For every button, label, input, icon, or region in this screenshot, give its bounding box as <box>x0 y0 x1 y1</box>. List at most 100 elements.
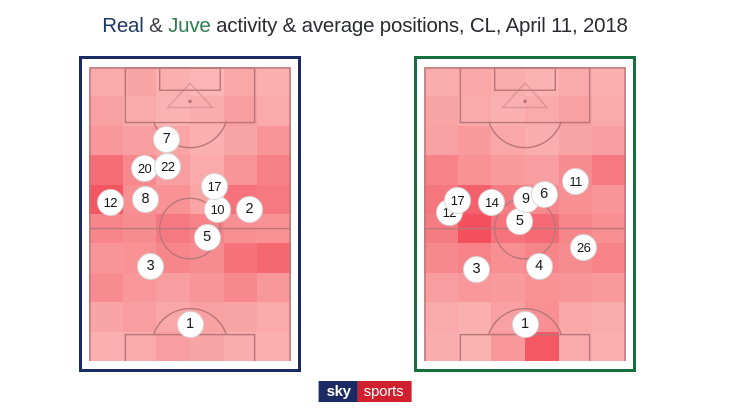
heat-cell <box>122 96 157 126</box>
heat-cell <box>223 302 258 332</box>
title-team-juve: Juve <box>168 14 211 37</box>
heat-cell <box>457 331 492 361</box>
heat-cell <box>558 125 593 156</box>
player-marker-22: 22 <box>154 153 182 181</box>
heat-cell <box>89 213 123 244</box>
heat-cell <box>457 213 492 244</box>
player-marker-1: 1 <box>511 310 539 338</box>
heat-cell <box>424 96 458 126</box>
heat-cell <box>223 96 258 126</box>
pitch-real: 1 3 5 2 10 12 8 17 20 22 7 <box>89 67 291 361</box>
heat-cell <box>223 67 258 97</box>
pitch-juve: 1 3 4 26 5 12 17 14 9 6 11 <box>424 67 626 361</box>
heat-cell <box>491 272 525 303</box>
player-marker-17: 17 <box>200 172 228 200</box>
heat-cell <box>223 243 258 273</box>
player-marker-2: 2 <box>236 196 264 224</box>
player-marker-1: 1 <box>176 310 204 338</box>
pitch-panel-real: 1 3 5 2 10 12 8 17 20 22 7 <box>79 56 301 372</box>
heat-cell <box>491 243 525 273</box>
heat-cell <box>424 331 458 361</box>
heat-cell <box>491 67 525 97</box>
heat-cell <box>558 272 593 303</box>
heat-cell <box>89 302 123 332</box>
player-marker-12: 12 <box>96 188 124 216</box>
heat-cell <box>156 213 190 244</box>
player-marker-14: 14 <box>478 188 506 216</box>
heat-cell <box>525 96 559 126</box>
heat-cell <box>424 67 458 97</box>
heat-cell <box>89 243 123 273</box>
heat-cell <box>257 125 291 156</box>
heat-cell <box>592 243 626 273</box>
heat-cell <box>257 302 291 332</box>
heat-cell <box>257 155 291 185</box>
heat-cell <box>525 155 559 185</box>
pitch-panel-juve: 1 3 4 26 5 12 17 14 9 6 11 <box>414 56 636 372</box>
player-marker-7: 7 <box>153 125 181 153</box>
heat-cell <box>424 155 458 185</box>
heat-cell <box>257 213 291 244</box>
heat-cell <box>558 67 593 97</box>
heat-cell <box>156 67 190 97</box>
player-marker-26: 26 <box>570 234 598 262</box>
heat-cell <box>257 331 291 361</box>
sky-sports-logo: sky sports <box>318 381 412 402</box>
heat-cell <box>491 96 525 126</box>
player-marker-3: 3 <box>463 256 491 284</box>
heat-cell <box>122 125 157 156</box>
heat-cell <box>424 272 458 303</box>
heat-cell <box>122 302 157 332</box>
heat-cell <box>89 96 123 126</box>
heat-cell <box>190 96 224 126</box>
heat-cell <box>558 302 593 332</box>
heat-cell <box>558 96 593 126</box>
title-rest: activity & average positions, CL, April … <box>210 14 628 37</box>
heat-cell <box>592 331 626 361</box>
heat-cell <box>122 331 157 361</box>
heat-cell <box>424 125 458 156</box>
heat-cell <box>257 243 291 273</box>
heat-cell <box>223 125 258 156</box>
heat-cell <box>592 67 626 97</box>
heat-cell <box>223 272 258 303</box>
heat-cell <box>457 125 492 156</box>
heat-cell <box>424 243 458 273</box>
heat-cell <box>525 125 559 156</box>
heat-cell <box>457 67 492 97</box>
heat-cell <box>592 272 626 303</box>
heat-cell <box>190 272 224 303</box>
sky-logo-sky: sky <box>318 381 358 402</box>
heat-cell <box>89 67 123 97</box>
heat-cell <box>592 184 626 214</box>
heat-cell <box>156 184 190 214</box>
heat-cell <box>156 272 190 303</box>
player-marker-3: 3 <box>137 253 165 281</box>
heat-cell <box>89 155 123 185</box>
heat-cell <box>89 272 123 303</box>
heat-cell <box>89 125 123 156</box>
title-team-real: Real <box>102 14 144 37</box>
heat-cell <box>457 96 492 126</box>
player-marker-11: 11 <box>562 168 589 196</box>
heat-cell <box>257 67 291 97</box>
heat-cell <box>257 96 291 126</box>
heat-cell <box>525 67 559 97</box>
heat-cell <box>558 331 593 361</box>
heat-cell <box>122 213 157 244</box>
player-marker-4: 4 <box>525 253 553 281</box>
heat-cell <box>457 302 492 332</box>
heat-cell <box>592 302 626 332</box>
heat-cell <box>190 125 224 156</box>
player-marker-5: 5 <box>193 224 221 252</box>
heat-cell <box>592 213 626 244</box>
heat-cell <box>190 67 224 97</box>
heat-cell <box>156 96 190 126</box>
player-marker-8: 8 <box>132 185 160 213</box>
heat-cell <box>223 155 258 185</box>
heat-cell <box>491 125 525 156</box>
heat-cell <box>592 125 626 156</box>
page-title: Real & Juve activity & average positions… <box>0 14 730 38</box>
heat-cell <box>89 331 123 361</box>
heat-cell <box>223 331 258 361</box>
